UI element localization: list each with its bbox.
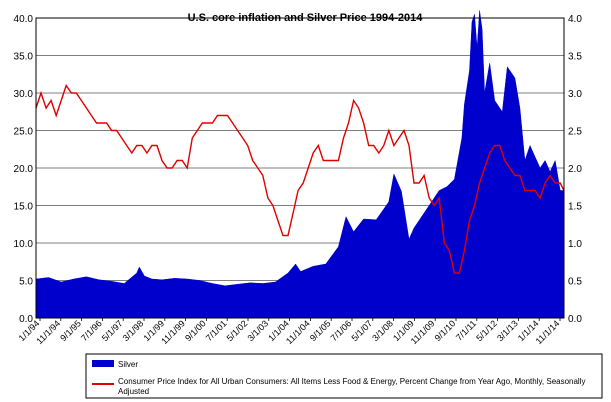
right-tick-label: 3.0 — [568, 89, 582, 100]
cpi-series — [35, 83, 565, 274]
x-tick-label: 7/1/96 — [79, 318, 104, 343]
x-tick-label: 9/1/95 — [58, 318, 83, 343]
x-tick-label: 5/1/07 — [349, 318, 374, 343]
plot-area-border — [35, 17, 565, 319]
x-tick-label: 11/1/99 — [159, 318, 187, 346]
x-tick-label: 9/1/05 — [308, 318, 333, 343]
cpi-line — [35, 83, 565, 274]
left-tick-label: 15.0 — [14, 202, 34, 213]
right-tick-label: 2.0 — [568, 164, 582, 175]
right-tick-label: 2.5 — [568, 127, 582, 138]
legend-cpi-label: Consumer Price Index for All Urban Consu… — [118, 377, 588, 396]
x-tick-label: 3/1/13 — [495, 318, 520, 343]
x-tick-label: 5/1/97 — [100, 318, 125, 343]
left-tick-label: 25.0 — [14, 127, 34, 138]
x-tick-label: 5/1/12 — [474, 318, 499, 343]
legend-box — [85, 353, 603, 399]
x-tick-label: 9/1/10 — [433, 318, 458, 343]
left-tick-label: 10.0 — [14, 239, 34, 250]
right-tick-label: 1.0 — [568, 239, 582, 250]
left-tick-label: 40.0 — [14, 14, 34, 25]
right-tick-label: 0.5 — [568, 277, 582, 288]
legend-cpi-label-line2: Adjusted — [118, 387, 149, 396]
x-tick-label: 7/1/06 — [329, 318, 354, 343]
left-tick-label: 30.0 — [14, 89, 34, 100]
x-tick-label: 11/1/94 — [34, 318, 62, 346]
silver-series — [35, 10, 565, 319]
x-tick-label: 3/1/03 — [245, 318, 270, 343]
left-tick-label: 0.0 — [19, 314, 33, 325]
right-y-axis: 0.0 0.5 1.0 1.5 2.0 2.5 3.0 3.5 4.0 — [568, 14, 582, 325]
right-tick-label: 4.0 — [568, 14, 582, 25]
right-tick-label: 1.5 — [568, 202, 582, 213]
right-tick-label: 3.5 — [568, 52, 582, 63]
x-tick-label: 7/1/01 — [204, 318, 229, 343]
left-y-axis: 0.0 5.0 10.0 15.0 20.0 25.0 30.0 35.0 40.0 — [14, 14, 34, 325]
x-tick-label: 7/1/11 — [454, 318, 478, 342]
legend-cpi-label-line1: Consumer Price Index for All Urban Consu… — [118, 377, 586, 386]
x-tick-label: 3/1/08 — [370, 318, 395, 343]
silver-area — [35, 10, 565, 319]
legend-silver-swatch — [92, 360, 114, 367]
x-tick-label: 5/1/02 — [225, 318, 250, 343]
x-axis: 1/1/9411/1/949/1/957/1/965/1/973/1/981/1… — [17, 318, 562, 346]
left-tick-label: 5.0 — [19, 277, 33, 288]
right-tick-label: 0.0 — [568, 314, 582, 325]
legend-silver-label: Silver — [118, 360, 138, 369]
x-tick-label: 11/1/09 — [409, 318, 437, 346]
legend: Silver Consumer Price Index for All Urba… — [85, 353, 603, 399]
x-tick-label: 9/1/00 — [183, 318, 208, 343]
x-tick-label: 11/1/04 — [284, 318, 312, 346]
x-tick-label: 3/1/98 — [121, 318, 146, 343]
left-tick-label: 20.0 — [14, 164, 34, 175]
x-tick-label: 11/1/14 — [534, 318, 562, 346]
left-tick-label: 35.0 — [14, 52, 34, 63]
